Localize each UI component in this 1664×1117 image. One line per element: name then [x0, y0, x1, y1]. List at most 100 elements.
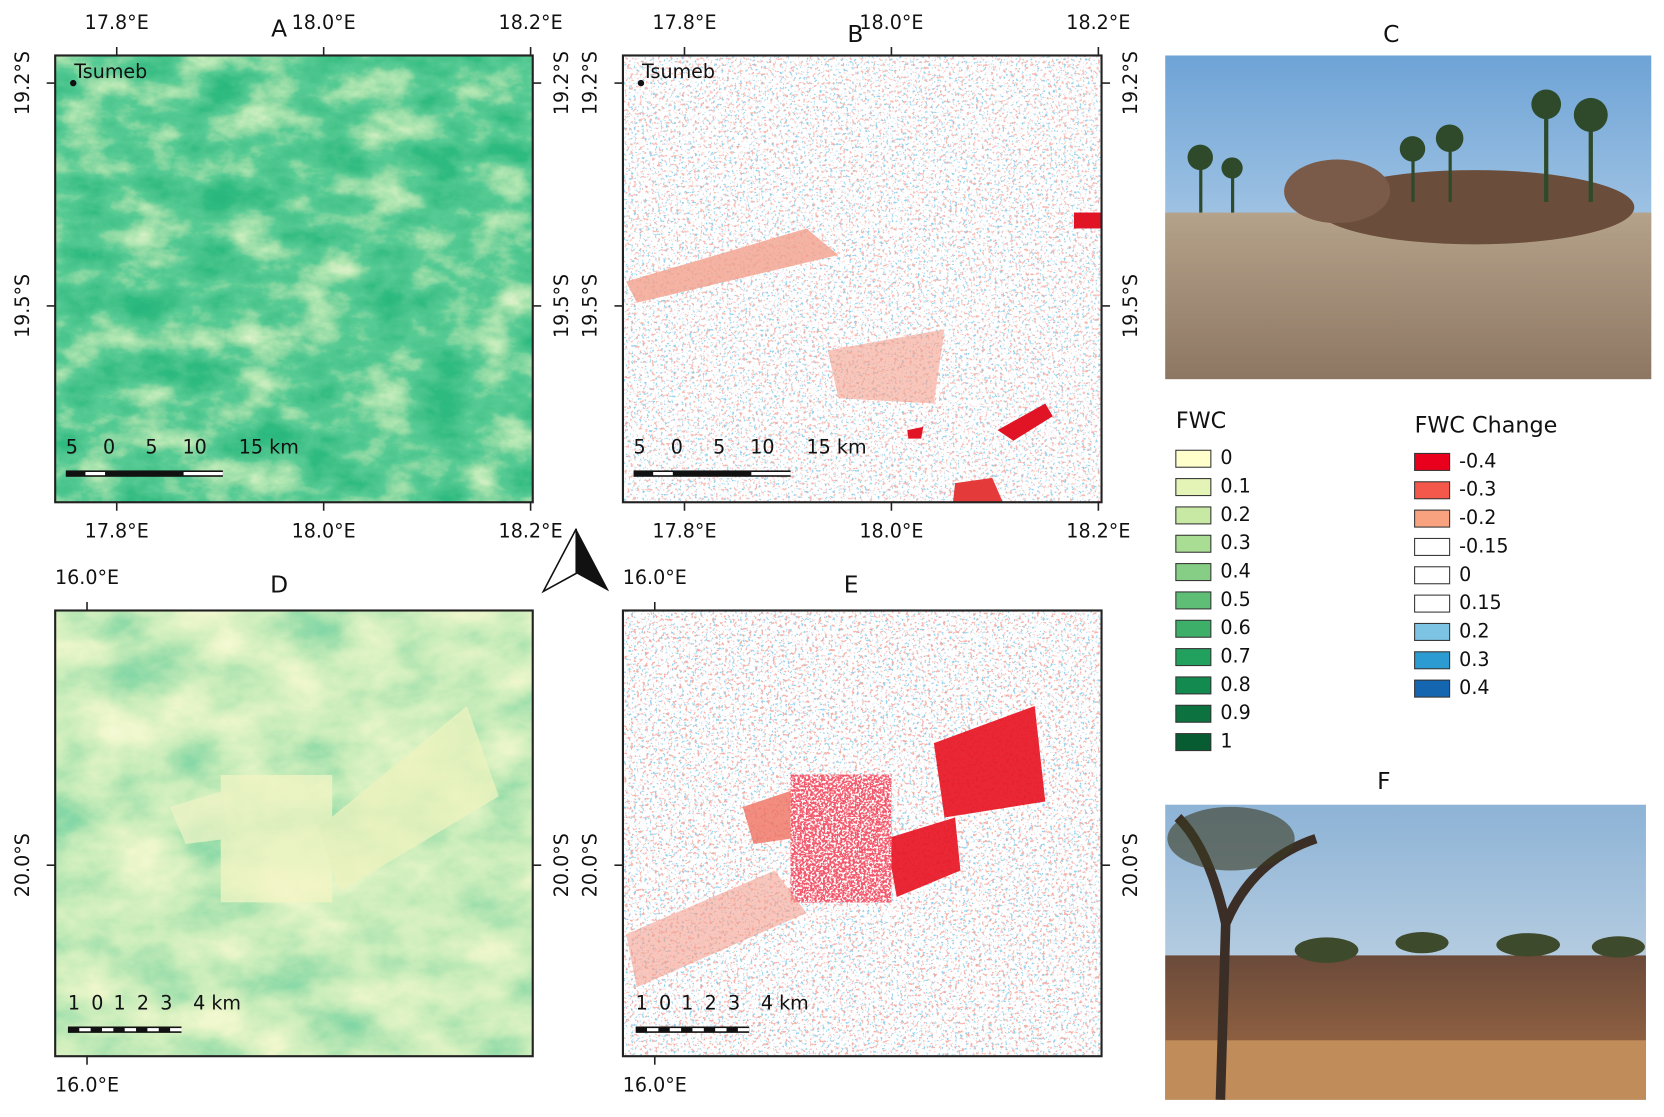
lat-label: 19.2°S: [11, 51, 34, 115]
legend-swatch: [1175, 704, 1212, 723]
scale-label: 0: [103, 436, 115, 459]
panel-label: E: [844, 571, 859, 599]
scale-label: 1: [68, 992, 80, 1015]
legend-label: -0.2: [1459, 506, 1496, 529]
place-label: Tsumeb: [641, 60, 715, 83]
legend-label: 0.3: [1459, 648, 1489, 671]
legend-label: -0.3: [1459, 478, 1496, 501]
scale-bar-segment: [183, 472, 223, 476]
scale-label: 2: [137, 992, 149, 1015]
scale-label: 2: [705, 992, 717, 1015]
legend-title: FWC: [1176, 408, 1226, 434]
place-marker: [637, 79, 645, 87]
legend-swatch: [1175, 591, 1212, 610]
legend-swatch: [1414, 622, 1451, 641]
lon-label: 18.0°E: [859, 519, 923, 542]
scale-label: 5: [145, 436, 157, 459]
lon-label: 16.0°E: [55, 1073, 119, 1096]
legend-swatch: [1414, 481, 1451, 500]
legend-swatch: [1414, 651, 1451, 670]
scale-label: 10: [750, 436, 774, 459]
legend-label: -0.15: [1459, 534, 1508, 557]
lat-label: 19.2°S: [1119, 51, 1142, 115]
legend-swatch: [1414, 594, 1451, 613]
legend-swatch: [1175, 733, 1212, 752]
place-marker: [70, 79, 77, 87]
scale-bar-segment: [124, 1028, 137, 1032]
scale-label: 4 km: [761, 992, 809, 1015]
lat-label: 20.0°S: [579, 833, 602, 897]
legend-swatch: [1175, 478, 1212, 497]
scale-label: 10: [183, 436, 207, 459]
scale-bar: [65, 470, 223, 477]
lat-label: 20.0°S: [1119, 833, 1142, 897]
legend-swatch: [1414, 452, 1451, 471]
scale-label: 1: [681, 992, 693, 1015]
legend-label: 0.2: [1220, 503, 1250, 526]
panel-label: B: [847, 20, 863, 48]
scale-bar-segment: [669, 1028, 682, 1032]
legend-label: 0.5: [1220, 588, 1250, 611]
lon-label: 18.2°E: [499, 519, 563, 542]
legend-label: 0.7: [1220, 645, 1250, 668]
legend-label: 0.1: [1220, 475, 1250, 498]
scale-label: 0: [659, 992, 671, 1015]
map-b-image: [622, 55, 1102, 503]
scale-bar-segment: [85, 472, 106, 476]
lat-label: 19.2°S: [550, 51, 573, 115]
map-e-image: [622, 610, 1102, 1057]
frames: [54, 54, 1103, 1058]
lon-label: 18.0°E: [292, 11, 356, 34]
lon-label: 18.2°E: [499, 11, 563, 34]
scale-bar-segment: [79, 1028, 91, 1032]
legend-label: 0: [1220, 446, 1232, 469]
scale-bar-segment: [692, 1028, 704, 1032]
photo-c: [1165, 55, 1652, 380]
legend-swatch: [1175, 449, 1212, 468]
scale-bar-segment: [737, 1028, 750, 1032]
lon-label: 16.0°E: [623, 1073, 687, 1096]
scale-label: 5: [634, 436, 646, 459]
scale-bar-segment: [147, 1028, 159, 1032]
lon-label: 18.2°E: [1066, 519, 1130, 542]
lat-label: 19.5°S: [579, 274, 602, 338]
scale-bar-segment: [751, 472, 791, 476]
legend-label: 0.6: [1220, 616, 1250, 639]
legend-label: 1: [1220, 730, 1232, 753]
scale-label: 5: [66, 436, 78, 459]
scale-bar-segment: [647, 1028, 659, 1032]
legend-swatch: [1414, 509, 1451, 528]
scale-label: 15 km: [807, 436, 867, 459]
lon-label: 17.8°E: [85, 11, 149, 34]
legend-swatch: [1175, 648, 1212, 667]
scale-bar-segment: [715, 1028, 727, 1032]
legend-label: 0.3: [1220, 531, 1250, 554]
photo-label: C: [1383, 20, 1399, 48]
lon-label: 17.8°E: [652, 519, 716, 542]
legend-swatch: [1175, 619, 1212, 638]
legend-swatch: [1175, 534, 1212, 553]
legend-swatch: [1175, 563, 1212, 582]
photo-f: [1165, 804, 1646, 1100]
lat-label: 19.5°S: [11, 274, 34, 338]
lon-label: 18.2°E: [1066, 11, 1130, 34]
photo-label: F: [1377, 767, 1390, 795]
lon-label: 16.0°E: [55, 566, 119, 589]
scale-bar-segment: [653, 472, 673, 476]
scale-label: 1: [114, 992, 126, 1015]
scale-label: 1: [636, 992, 648, 1015]
scale-label: 4 km: [193, 992, 241, 1015]
legend-label: 0.15: [1459, 591, 1502, 614]
lat-label: 19.5°S: [1119, 274, 1142, 338]
legend-label: 0: [1459, 563, 1471, 586]
legend-title: FWC Change: [1415, 412, 1558, 438]
scale-bar-segment: [170, 1028, 182, 1032]
legend-label: 0.9: [1220, 701, 1250, 724]
lon-label: 18.0°E: [859, 11, 923, 34]
panel-label: A: [271, 15, 287, 43]
legend-label: 0.4: [1220, 560, 1250, 583]
map-d-cleared: [169, 706, 499, 903]
lat-label: 19.5°S: [550, 274, 573, 338]
